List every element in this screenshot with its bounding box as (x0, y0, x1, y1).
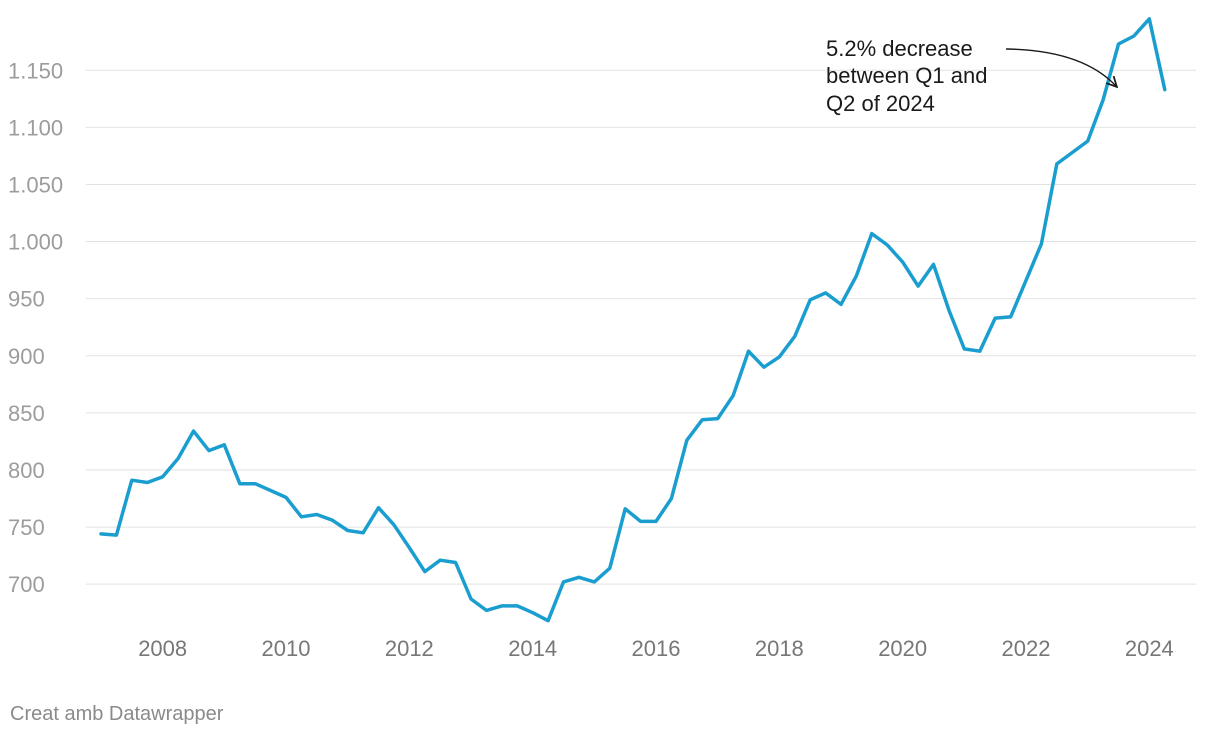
y-tick-label: 950 (8, 287, 45, 312)
credit-text: Creat amb Datawrapper (10, 703, 224, 725)
line-chart: 700 750 800 850 900 950 1.000 1.050 1.100 1.150 2… (8, 17, 1196, 661)
x-tick-label: 2008 (138, 636, 187, 661)
annotation-line-2: between Q1 and (826, 63, 987, 88)
gridlines (86, 69, 1196, 585)
x-tick-label: 2014 (508, 636, 557, 661)
y-tick-label: 1.150 (8, 58, 63, 83)
annotation-arrow (1005, 48, 1116, 86)
x-axis: 2008 2010 2012 2014 2016 2018 2020 2022 2024 (138, 636, 1174, 661)
x-tick-label: 2022 (1002, 636, 1051, 661)
x-tick-label: 2012 (385, 636, 434, 661)
series-line-0 (99, 17, 1167, 623)
y-tick-label: 1.050 (8, 172, 63, 197)
x-tick-label: 2020 (878, 636, 927, 661)
annotation-line-3: Q2 of 2024 (826, 91, 935, 116)
y-axis: 700 750 800 850 900 950 1.000 1.050 1.100 1.150 (8, 58, 63, 597)
y-tick-label: 850 (8, 401, 45, 426)
annotation-line-1: 5.2% decrease (826, 36, 973, 61)
x-tick-label: 2024 (1125, 636, 1174, 661)
series-layer (99, 17, 1167, 623)
y-tick-label: 700 (8, 572, 45, 597)
annotation: 5.2% decrease between Q1 and Q2 of 2024 (826, 36, 1116, 116)
y-tick-label: 1.000 (8, 230, 63, 255)
x-tick-label: 2018 (755, 636, 804, 661)
y-tick-label: 750 (8, 515, 45, 540)
y-tick-label: 1.100 (8, 115, 63, 140)
x-tick-label: 2010 (262, 636, 311, 661)
x-tick-label: 2016 (632, 636, 681, 661)
y-tick-label: 900 (8, 344, 45, 369)
y-tick-label: 800 (8, 458, 45, 483)
